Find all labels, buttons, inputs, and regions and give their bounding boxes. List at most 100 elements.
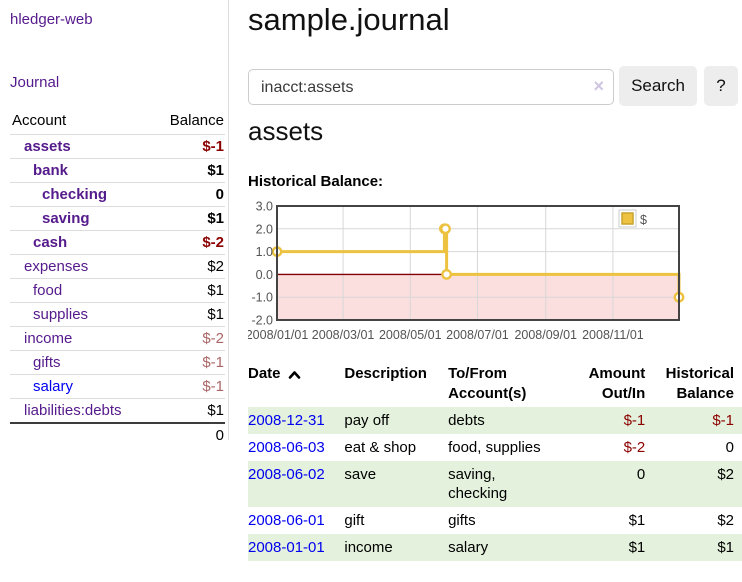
transaction-balance: $1 bbox=[717, 539, 734, 556]
register-header-row: Date Description To/From Account(s) Amou… bbox=[248, 361, 742, 407]
column-header-accounts: To/From Account(s) bbox=[448, 365, 527, 402]
account-link[interactable]: assets bbox=[24, 138, 71, 155]
register-row: 2008-01-01 income salary $1 $1 bbox=[248, 534, 742, 561]
transaction-description: gift bbox=[344, 512, 365, 529]
account-row: cash $-2 bbox=[10, 230, 225, 255]
column-header-description: Description bbox=[344, 365, 427, 382]
main-content: sample.journal × Search ? assets Histori… bbox=[248, 0, 742, 582]
account-balance: $-1 bbox=[152, 350, 225, 375]
svg-text:2.0: 2.0 bbox=[256, 222, 273, 236]
sort-ascending-icon bbox=[288, 370, 300, 379]
svg-text:$: $ bbox=[640, 213, 647, 227]
account-link[interactable]: saving bbox=[42, 210, 90, 227]
account-link[interactable]: supplies bbox=[33, 306, 89, 323]
transaction-date-link[interactable]: 2008-01-01 bbox=[248, 539, 325, 556]
account-row: checking 0 bbox=[10, 182, 225, 207]
transaction-accounts: gifts bbox=[448, 512, 476, 529]
account-link[interactable]: checking bbox=[42, 186, 108, 203]
transaction-amount: $1 bbox=[628, 539, 646, 556]
clear-search-icon[interactable]: × bbox=[593, 76, 604, 96]
transaction-amount: 0 bbox=[636, 466, 646, 483]
svg-text:2008/01/01: 2008/01/01 bbox=[248, 328, 308, 342]
account-balance: $-1 bbox=[152, 134, 225, 159]
svg-text:-2.0: -2.0 bbox=[251, 314, 273, 328]
accounts-header-account: Account bbox=[12, 112, 67, 129]
transaction-date-link[interactable]: 2008-06-03 bbox=[248, 439, 325, 456]
column-header-date[interactable]: Date bbox=[248, 361, 344, 407]
register-row: 2008-06-02 save saving, checking 0 $2 bbox=[248, 461, 742, 507]
svg-text:2008/11/01: 2008/11/01 bbox=[582, 328, 644, 342]
svg-text:-1.0: -1.0 bbox=[251, 291, 273, 305]
svg-text:0.0: 0.0 bbox=[256, 268, 273, 282]
svg-text:2008/03/01: 2008/03/01 bbox=[312, 328, 375, 342]
transaction-description: pay off bbox=[344, 412, 390, 429]
account-balance: 0 bbox=[152, 182, 225, 207]
transaction-accounts: saving, checking bbox=[448, 466, 508, 502]
account-link[interactable]: expenses bbox=[24, 258, 89, 275]
transaction-accounts: food, supplies bbox=[448, 439, 541, 456]
search-button[interactable]: Search bbox=[619, 66, 697, 106]
register-table: Date Description To/From Account(s) Amou… bbox=[248, 361, 742, 561]
account-row: assets $-1 bbox=[10, 134, 225, 159]
transaction-date-link[interactable]: 2008-06-02 bbox=[248, 466, 325, 483]
chart-title: Historical Balance: bbox=[248, 173, 384, 190]
account-balance: $1 bbox=[152, 398, 225, 423]
account-balance: $1 bbox=[152, 158, 225, 183]
account-row: bank $1 bbox=[10, 158, 225, 183]
account-row: saving $1 bbox=[10, 206, 225, 231]
svg-text:1.0: 1.0 bbox=[256, 245, 273, 259]
sidebar-item-journal[interactable]: Journal bbox=[10, 74, 60, 91]
account-link[interactable]: cash bbox=[33, 234, 68, 251]
transaction-balance: $2 bbox=[717, 466, 734, 483]
account-balance: $2 bbox=[152, 254, 225, 279]
transaction-description: income bbox=[344, 539, 393, 556]
account-row: supplies $1 bbox=[10, 302, 225, 327]
account-row: liabilities:debts $1 bbox=[10, 398, 225, 423]
register-row: 2008-06-03 eat & shop food, supplies $-2 0 bbox=[248, 434, 742, 461]
account-link[interactable]: food bbox=[33, 282, 63, 299]
column-header-balance: Historical Balance bbox=[665, 365, 734, 402]
transaction-accounts: salary bbox=[448, 539, 489, 556]
svg-text:3.0: 3.0 bbox=[256, 200, 273, 214]
column-header-amount: Amount Out/In bbox=[588, 365, 646, 402]
account-row: food $1 bbox=[10, 278, 225, 303]
account-balance: $-2 bbox=[152, 326, 225, 351]
account-row: expenses $2 bbox=[10, 254, 225, 279]
search-input-wrap: × bbox=[248, 69, 614, 105]
accounts-table: Account Balance assets $-1 bank $1 checking 0… bbox=[10, 108, 225, 447]
account-link[interactable]: salary bbox=[33, 378, 74, 395]
transaction-date-link[interactable]: 2008-06-01 bbox=[248, 512, 325, 529]
register-row: 2008-12-31 pay off debts $-1 $-1 bbox=[248, 407, 742, 434]
transaction-amount: $-2 bbox=[623, 439, 646, 456]
account-row: income $-2 bbox=[10, 326, 225, 351]
account-balance: $-2 bbox=[152, 230, 225, 255]
svg-text:2008/09/01: 2008/09/01 bbox=[514, 328, 577, 342]
search-help-button[interactable]: ? bbox=[704, 66, 738, 106]
app-title-link[interactable]: hledger-web bbox=[10, 11, 93, 28]
transaction-date-link[interactable]: 2008-12-31 bbox=[248, 412, 325, 429]
account-link[interactable]: income bbox=[24, 330, 73, 347]
transaction-accounts: debts bbox=[448, 412, 485, 429]
account-link[interactable]: liabilities:debts bbox=[24, 402, 122, 419]
transaction-balance: $-1 bbox=[712, 412, 734, 429]
accounts-header-balance: Balance bbox=[169, 112, 224, 129]
accounts-total-value: 0 bbox=[152, 422, 225, 447]
transaction-description: save bbox=[344, 466, 377, 483]
account-link[interactable]: gifts bbox=[33, 354, 61, 371]
transaction-amount: $-1 bbox=[623, 412, 646, 429]
transaction-balance: $2 bbox=[717, 512, 734, 529]
account-balance: $1 bbox=[152, 278, 225, 303]
transaction-description: eat & shop bbox=[344, 439, 417, 456]
account-row: gifts $-1 bbox=[10, 350, 225, 375]
transaction-balance: 0 bbox=[725, 439, 734, 456]
register-row: 2008-06-01 gift gifts $1 $2 bbox=[248, 507, 742, 534]
search-input[interactable] bbox=[259, 71, 593, 105]
account-row: salary $-1 bbox=[10, 374, 225, 399]
svg-text:2008/05/01: 2008/05/01 bbox=[379, 328, 442, 342]
account-balance: $-1 bbox=[152, 374, 225, 399]
page-title: sample.journal bbox=[248, 2, 450, 37]
account-balance: $1 bbox=[152, 302, 225, 327]
search-row: × Search ? bbox=[248, 66, 742, 106]
account-link[interactable]: bank bbox=[33, 162, 69, 179]
